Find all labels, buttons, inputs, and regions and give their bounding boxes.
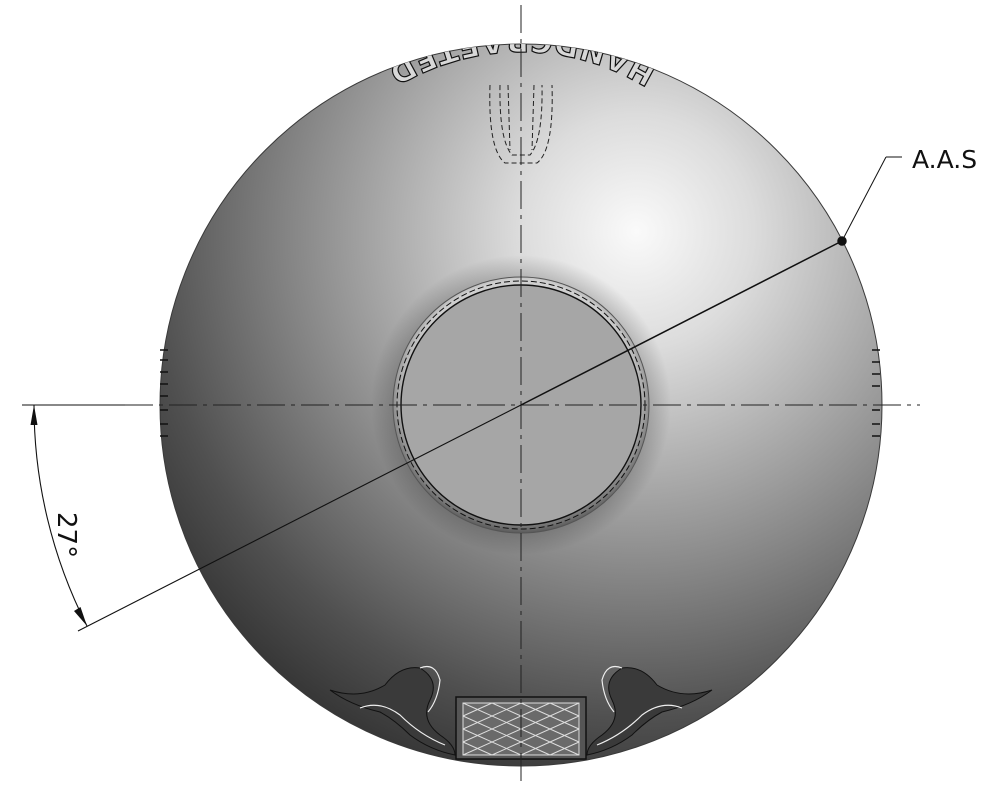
arrowhead-top bbox=[30, 405, 38, 425]
leader-line bbox=[841, 156, 887, 242]
right-side-marks bbox=[872, 349, 880, 437]
angle-label: 27° bbox=[51, 512, 81, 558]
axis-callout bbox=[520, 156, 902, 406]
arrowhead-bottom bbox=[74, 607, 87, 626]
angle-dimension bbox=[22, 404, 522, 632]
angle-arc bbox=[33, 404, 88, 627]
callout-label: A.A.S bbox=[912, 145, 977, 174]
extension-line-angled bbox=[77, 404, 522, 632]
left-side-marks bbox=[160, 349, 168, 437]
axis-line bbox=[520, 240, 843, 406]
